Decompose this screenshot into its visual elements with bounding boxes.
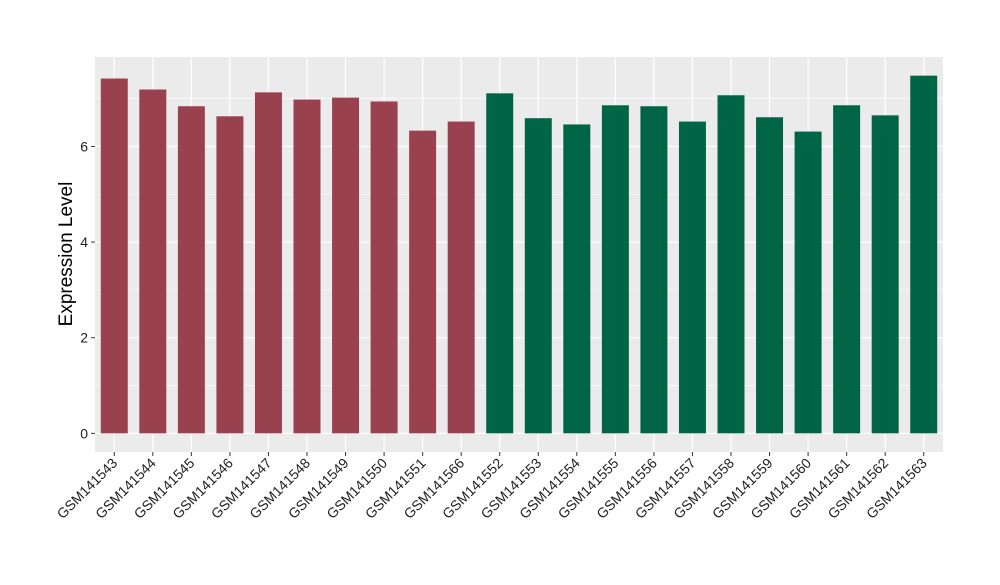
y-tick-label: 2 — [80, 330, 88, 346]
bar-GSM141548 — [293, 99, 321, 434]
bar-GSM141555 — [601, 105, 629, 434]
bar-GSM141562 — [871, 115, 899, 434]
bar-GSM141550 — [370, 101, 398, 434]
bar-GSM141558 — [717, 95, 745, 434]
bar-GSM141556 — [640, 106, 668, 434]
bar-GSM141559 — [756, 117, 784, 434]
bar-GSM141546 — [216, 116, 244, 434]
bar-GSM141551 — [409, 130, 437, 434]
bar-GSM141563 — [910, 75, 938, 434]
bar-GSM141566 — [447, 121, 475, 434]
bar-GSM141544 — [139, 89, 167, 434]
bar-GSM141552 — [486, 93, 514, 434]
bar-GSM141547 — [254, 92, 282, 434]
y-tick-label: 4 — [80, 234, 88, 250]
bar-GSM141554 — [563, 124, 591, 434]
bar-GSM141560 — [794, 131, 822, 434]
bar-GSM141557 — [678, 121, 706, 434]
bar-GSM141561 — [833, 105, 861, 434]
y-tick-label: 6 — [80, 138, 88, 154]
bar-GSM141549 — [332, 97, 360, 434]
bar-GSM141543 — [100, 78, 128, 434]
y-tick-label: 0 — [80, 425, 88, 441]
bar-GSM141545 — [177, 106, 205, 434]
bar-GSM141553 — [524, 118, 552, 434]
y-axis-label: Expression Level — [56, 182, 77, 327]
